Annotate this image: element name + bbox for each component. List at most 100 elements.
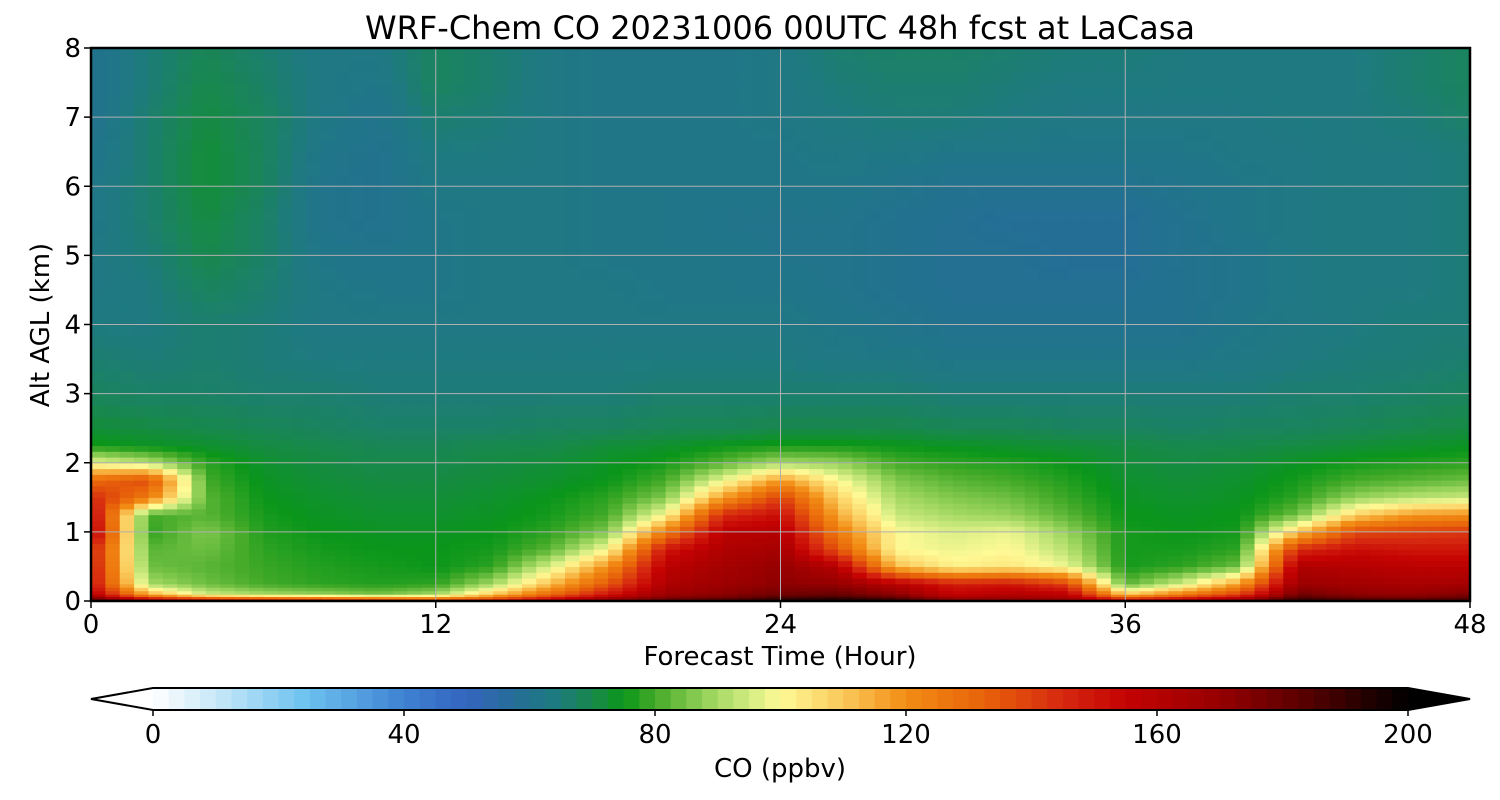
- heatmap-cell: [909, 433, 925, 441]
- heatmap-cell: [995, 480, 1011, 487]
- heatmap-cell: [852, 289, 868, 303]
- heatmap-cell: [1010, 278, 1026, 291]
- heatmap-cell: [837, 289, 853, 303]
- heatmap-cell: [636, 543, 652, 550]
- heatmap-cell: [306, 439, 322, 447]
- heatmap-cell: [1426, 537, 1442, 544]
- heatmap-cell: [1297, 445, 1313, 452]
- heatmap-cell: [220, 405, 236, 418]
- heatmap-cell: [881, 537, 897, 544]
- heatmap-cell: [952, 560, 968, 568]
- heatmap-cell: [1182, 289, 1198, 303]
- heatmap-cell: [1383, 278, 1399, 291]
- heatmap-cell: [1096, 359, 1112, 372]
- heatmap-cell: [134, 497, 150, 504]
- heatmap-cell: [1024, 266, 1040, 280]
- heatmap-cell: [306, 566, 322, 573]
- heatmap-cell: [148, 531, 164, 539]
- heatmap-cell: [507, 405, 523, 418]
- heatmap-cell: [105, 468, 121, 475]
- heatmap-cell: [306, 336, 322, 349]
- heatmap-cell: [708, 347, 724, 360]
- heatmap-cell: [105, 243, 121, 256]
- heatmap-cell: [565, 543, 580, 550]
- heatmap-cell: [622, 445, 638, 452]
- heatmap-cell: [938, 468, 954, 475]
- heatmap-cell: [1039, 543, 1055, 550]
- heatmap-cell: [191, 255, 207, 268]
- heatmap-cell: [837, 537, 853, 544]
- heatmap-cell: [1355, 347, 1371, 360]
- heatmap-cell: [608, 543, 624, 550]
- heatmap-cell: [1268, 577, 1284, 585]
- heatmap-cell: [91, 462, 106, 470]
- heatmap-cell: [852, 543, 868, 550]
- heatmap-cell: [550, 537, 566, 544]
- heatmap-cell: [493, 480, 509, 487]
- heatmap-cell: [205, 232, 221, 245]
- heatmap-cell: [1254, 594, 1270, 597]
- heatmap-cell: [651, 531, 667, 539]
- heatmap-cell: [665, 590, 681, 595]
- heatmap-cell: [1010, 232, 1026, 245]
- heatmap-cell: [694, 451, 710, 458]
- heatmap-cell: [565, 382, 580, 395]
- heatmap-cell: [1254, 543, 1270, 550]
- heatmap-cell: [766, 531, 782, 539]
- heatmap-cell: [1125, 566, 1141, 573]
- heatmap-cell: [952, 549, 968, 556]
- heatmap-cell: [593, 209, 609, 222]
- heatmap-cell: [277, 405, 293, 418]
- heatmap-cell: [1182, 416, 1198, 429]
- heatmap-cell: [105, 497, 121, 504]
- heatmap-cell: [1168, 583, 1184, 588]
- heatmap-cell: [1067, 514, 1083, 521]
- heatmap-cell: [1039, 359, 1055, 372]
- heatmap-cell: [407, 186, 422, 199]
- heatmap-cell: [823, 336, 839, 349]
- heatmap-cell: [550, 560, 566, 568]
- heatmap-cell: [1182, 255, 1198, 268]
- heatmap-cell: [995, 526, 1011, 533]
- heatmap-cell: [881, 520, 897, 527]
- heatmap-cell: [1297, 382, 1313, 395]
- heatmap-cell: [866, 445, 882, 452]
- heatmap-cell: [1197, 537, 1213, 544]
- heatmap-cell: [723, 572, 738, 579]
- heatmap-cell: [91, 336, 106, 349]
- heatmap-cell: [1355, 587, 1371, 592]
- heatmap-cell: [220, 596, 236, 600]
- heatmap-cell: [1441, 347, 1457, 360]
- heatmap-cell: [550, 543, 566, 550]
- heatmap-cell: [751, 531, 767, 539]
- heatmap-cell: [1182, 566, 1198, 573]
- heatmap-cell: [1283, 474, 1299, 481]
- heatmap-cell: [105, 324, 121, 337]
- heatmap-cell: [363, 232, 379, 245]
- heatmap-cell: [148, 359, 164, 372]
- heatmap-cell: [1125, 537, 1141, 544]
- heatmap-cell: [579, 514, 595, 521]
- heatmap-cell: [995, 572, 1011, 579]
- heatmap-cell: [651, 485, 667, 493]
- heatmap-cell: [809, 554, 825, 562]
- heatmap-cell: [794, 566, 810, 573]
- heatmap-cell: [363, 560, 379, 568]
- heatmap-cell: [263, 583, 279, 588]
- heatmap-cell: [981, 324, 997, 337]
- heatmap-cell: [1355, 336, 1371, 349]
- heatmap-cell: [464, 456, 480, 464]
- heatmap-cell: [292, 474, 308, 481]
- heatmap-cell: [1053, 445, 1069, 452]
- heatmap-cell: [1283, 549, 1299, 556]
- heatmap-cell: [1168, 577, 1184, 585]
- heatmap-cell: [981, 393, 997, 406]
- heatmap-cell: [249, 405, 264, 418]
- heatmap-cell: [1398, 566, 1414, 573]
- heatmap-cell: [1340, 503, 1356, 510]
- heatmap-cell: [306, 393, 322, 406]
- heatmap-cell: [392, 416, 408, 429]
- heatmap-cell: [1398, 336, 1414, 349]
- heatmap-cell: [723, 531, 738, 539]
- heatmap-cell: [421, 474, 437, 481]
